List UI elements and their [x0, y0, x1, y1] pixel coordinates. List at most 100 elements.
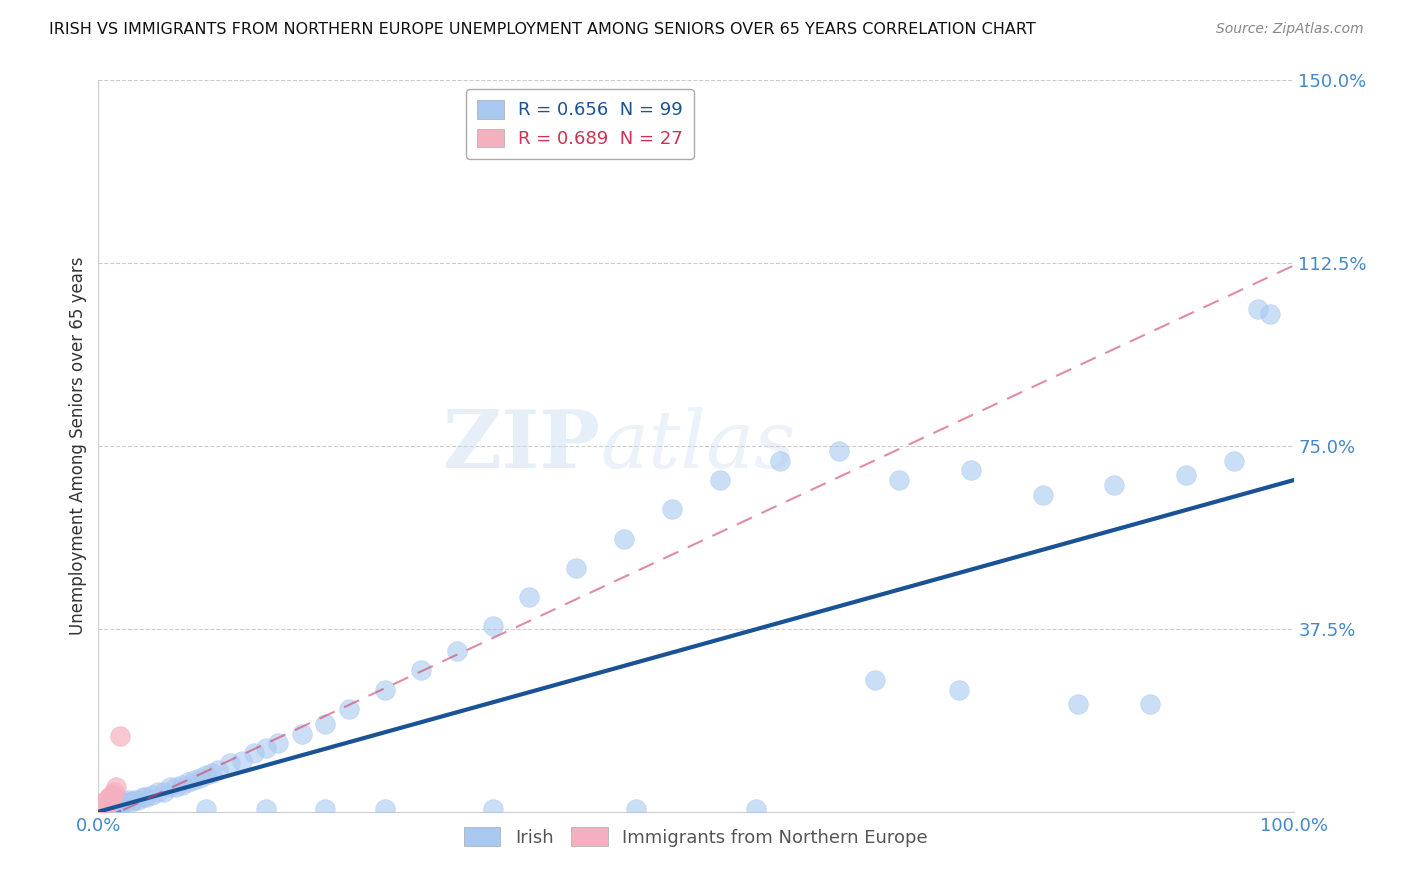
Text: Source: ZipAtlas.com: Source: ZipAtlas.com: [1216, 22, 1364, 37]
Point: [98, 790, 121, 805]
Point: [172, 778, 194, 792]
Point: [97, 792, 120, 806]
Point: [120, 795, 142, 809]
Point: [243, 746, 266, 760]
Text: atlas: atlas: [600, 408, 796, 484]
Point: [291, 727, 314, 741]
Point: [254, 741, 277, 756]
Point: [828, 443, 851, 458]
Legend: Irish, Immigrants from Northern Europe: Irish, Immigrants from Northern Europe: [457, 820, 935, 854]
Point: [93, 797, 115, 812]
Point: [98, 802, 121, 816]
Point: [93, 805, 115, 819]
Point: [124, 792, 146, 806]
Point: [91, 805, 114, 819]
Point: [93, 802, 115, 816]
Point: [100, 788, 122, 802]
Point: [93, 795, 115, 809]
Point: [90, 805, 112, 819]
Point: [661, 502, 683, 516]
Point: [91, 805, 114, 819]
Point: [90, 805, 112, 819]
Point: [90, 805, 112, 819]
Point: [1104, 478, 1126, 492]
Point: [135, 790, 157, 805]
Text: ZIP: ZIP: [443, 407, 600, 485]
Point: [948, 682, 970, 697]
Point: [101, 800, 124, 814]
Point: [1067, 698, 1090, 712]
Point: [91, 802, 114, 816]
Point: [90, 805, 112, 819]
Point: [105, 780, 128, 795]
Point: [91, 805, 114, 819]
Point: [98, 805, 121, 819]
Point: [153, 785, 176, 799]
Point: [94, 800, 117, 814]
Point: [1139, 698, 1161, 712]
Point: [90, 805, 112, 819]
Point: [103, 800, 125, 814]
Point: [565, 561, 588, 575]
Point: [91, 805, 114, 819]
Point: [165, 780, 187, 795]
Point: [148, 785, 170, 799]
Point: [195, 802, 218, 816]
Point: [481, 619, 505, 633]
Point: [96, 805, 118, 819]
Point: [107, 797, 129, 812]
Point: [219, 756, 242, 770]
Point: [613, 532, 636, 546]
Point: [374, 802, 396, 816]
Point: [131, 790, 153, 805]
Point: [89, 805, 111, 819]
Point: [97, 802, 120, 816]
Point: [254, 802, 277, 816]
Y-axis label: Unemployment Among Seniors over 65 years: Unemployment Among Seniors over 65 years: [69, 257, 87, 635]
Point: [177, 775, 200, 789]
Point: [94, 805, 117, 819]
Point: [91, 805, 114, 819]
Point: [91, 797, 114, 812]
Point: [111, 795, 134, 809]
Point: [517, 590, 540, 604]
Point: [93, 805, 115, 819]
Point: [1247, 302, 1270, 317]
Text: IRISH VS IMMIGRANTS FROM NORTHERN EUROPE UNEMPLOYMENT AMONG SENIORS OVER 65 YEAR: IRISH VS IMMIGRANTS FROM NORTHERN EUROPE…: [49, 22, 1036, 37]
Point: [960, 463, 983, 477]
Point: [89, 805, 111, 819]
Point: [91, 805, 114, 819]
Point: [127, 792, 149, 806]
Point: [188, 771, 211, 785]
Point: [1223, 453, 1246, 467]
Point: [745, 802, 768, 816]
Point: [91, 797, 114, 812]
Point: [94, 795, 117, 809]
Point: [114, 795, 136, 809]
Point: [626, 802, 648, 816]
Point: [141, 788, 163, 802]
Point: [101, 802, 124, 816]
Point: [865, 673, 887, 687]
Point: [411, 663, 433, 677]
Point: [889, 473, 911, 487]
Point: [108, 800, 131, 814]
Point: [159, 780, 181, 795]
Point: [91, 800, 114, 814]
Point: [91, 805, 114, 819]
Point: [98, 800, 122, 814]
Point: [768, 453, 790, 467]
Point: [94, 805, 117, 819]
Point: [91, 805, 114, 819]
Point: [96, 802, 118, 816]
Point: [90, 800, 112, 814]
Point: [104, 800, 127, 814]
Point: [201, 765, 224, 780]
Point: [89, 805, 111, 819]
Point: [100, 802, 122, 816]
Point: [195, 768, 218, 782]
Point: [117, 792, 139, 806]
Point: [1258, 307, 1281, 321]
Point: [91, 800, 114, 814]
Point: [481, 802, 505, 816]
